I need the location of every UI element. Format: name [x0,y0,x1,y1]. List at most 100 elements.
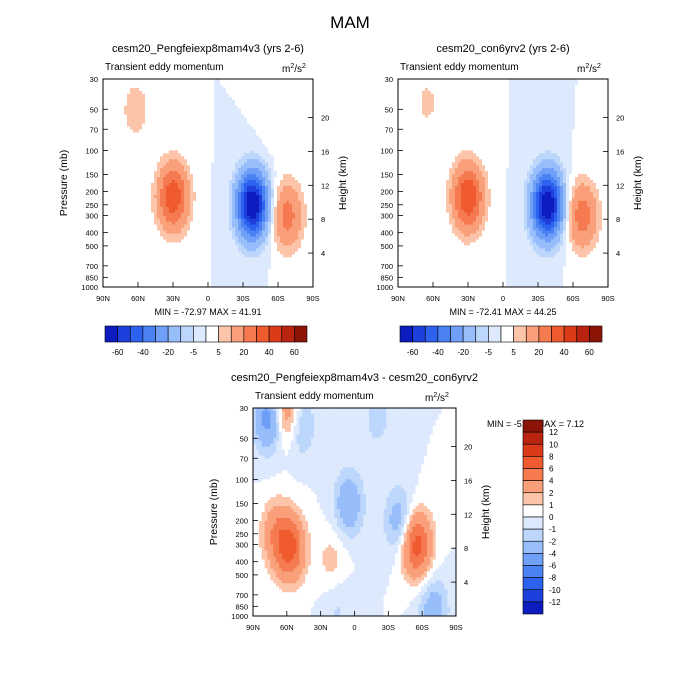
heatmap-cell [208,102,212,107]
heatmap-cell [151,206,155,211]
heatmap-cell [286,111,290,116]
heatmap-cell [217,126,221,130]
heatmap-cell [226,117,230,121]
heatmap-cell [259,90,263,95]
heatmap-cell [256,236,260,240]
heatmap-cell [142,132,146,136]
colorbar-swatch [243,325,257,343]
heatmap-cell [172,221,176,225]
heatmap-cell [148,171,152,175]
heatmap-cell [277,269,281,273]
heatmap-cell [250,159,254,163]
heatmap-cell [106,105,110,110]
heatmap-cell [262,257,266,261]
heatmap-cell [229,165,233,169]
heatmap-cell [292,185,296,190]
heatmap-cell [121,141,125,145]
heatmap-cell [265,269,269,273]
heatmap-cell [247,284,251,288]
heatmap-cell [175,156,179,160]
heatmap-cell [172,230,176,234]
heatmap-cell [301,156,305,160]
heatmap-cell [274,87,278,92]
heatmap-cell [268,218,272,223]
heatmap-cell [238,79,242,83]
heatmap-cell [199,209,203,214]
heatmap-cell [223,239,227,243]
heatmap-cell [235,93,239,98]
heatmap-cell [295,188,299,193]
heatmap-cell [136,81,140,86]
heatmap-cell [214,135,218,139]
heatmap-cell [148,275,152,279]
heatmap-cell [289,79,293,83]
heatmap-cell [262,281,266,285]
heatmap-cell [130,242,134,246]
heatmap-cell [274,105,278,110]
heatmap-cell [133,266,137,270]
heatmap-cell [298,147,302,151]
heatmap-cell [274,281,278,285]
heatmap-cell [283,233,287,237]
heatmap-cell [274,209,278,214]
heatmap-cell [208,281,212,285]
heatmap-cell [274,96,278,101]
heatmap-cell [202,96,206,101]
heatmap-cell [253,102,257,107]
heatmap-cell [115,123,119,127]
heatmap-cell [199,212,203,217]
heatmap-cell [398,108,402,113]
heatmap-cell [121,272,125,276]
heatmap-cell [274,188,278,193]
heatmap-cell [196,209,200,214]
heatmap-cell [190,87,194,92]
heatmap-cell [274,129,278,133]
heatmap-cell [115,87,119,92]
heatmap-cell [202,129,206,133]
heatmap-cell [127,135,131,139]
heatmap-cell [286,79,290,83]
heatmap-cell [112,206,116,211]
heatmap-cell [223,227,227,231]
heatmap-cell [289,269,293,273]
heatmap-cell [238,185,242,190]
heatmap-cell [181,200,185,205]
heatmap-cell [142,180,146,184]
heatmap-cell [109,93,113,98]
heatmap-cell [172,188,176,193]
heatmap-cell [304,203,308,208]
heatmap-cell [175,191,179,196]
heatmap-cell [217,281,221,285]
heatmap-cell [244,185,248,190]
heatmap-cell [157,120,161,124]
heatmap-cell [199,174,203,178]
heatmap-cell [181,188,185,193]
heatmap-cell [271,111,275,116]
heatmap-cell [214,165,218,169]
heatmap-cell [229,183,233,187]
heatmap-cell [193,257,197,261]
heatmap-cell [106,123,110,127]
heatmap-cell [250,233,254,237]
heatmap-cell [211,111,215,116]
heatmap-cell [118,236,122,240]
heatmap-cell [208,99,212,104]
heatmap-cell [118,79,122,83]
heatmap-cell [241,242,245,246]
heatmap-cell [115,194,119,199]
heatmap-cell [196,245,200,249]
heatmap-cell [151,126,155,130]
heatmap-cell [106,242,110,246]
heatmap-cell [187,159,191,163]
heatmap-cell [160,266,164,270]
heatmap-cell [295,269,299,273]
heatmap-cell [223,245,227,249]
heatmap-cell [280,144,284,148]
heatmap-cell [301,129,305,133]
colorbar-swatch [205,325,219,343]
heatmap-cell [307,141,311,145]
heatmap-cell [145,185,149,190]
heatmap-cell [256,266,260,270]
heatmap-cell [208,150,212,154]
